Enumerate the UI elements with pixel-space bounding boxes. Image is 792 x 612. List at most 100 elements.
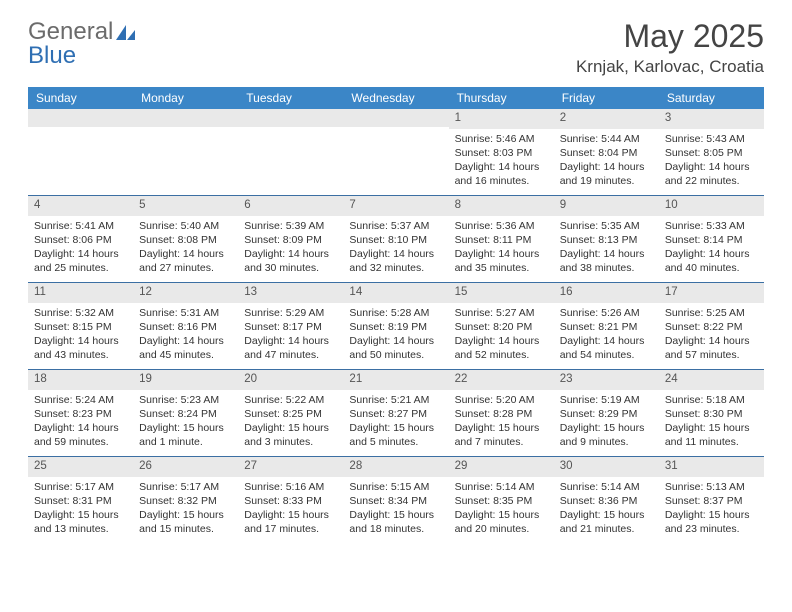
day-cell: 27 Sunrise: 5:16 AMSunset: 8:33 PMDayligh… (238, 457, 343, 543)
sunrise-text: Sunrise: 5:17 AM (139, 480, 232, 494)
day-cell (343, 109, 448, 195)
day-number (133, 109, 238, 127)
day-number: 31 (659, 457, 764, 477)
day-cell: 29Sunrise: 5:14 AMSunset: 8:35 PMDayligh… (449, 457, 554, 543)
calendar-grid: Sunday Monday Tuesday Wednesday Thursday… (28, 87, 764, 543)
sunset-text: Sunset: 8:31 PM (34, 494, 127, 508)
week-row: 18Sunrise: 5:24 AMSunset: 8:23 PMDayligh… (28, 369, 764, 456)
sunrise-text: Sunrise: 5:14 AM (560, 480, 653, 494)
day-number: 14 (343, 283, 448, 303)
day-number: 17 (659, 283, 764, 303)
day-details: Sunrise: 5:26 AMSunset: 8:21 PMDaylight:… (554, 303, 659, 369)
sunset-text: Sunset: 8:33 PM (244, 494, 337, 508)
day-details: Sunrise: 5:20 AMSunset: 8:28 PMDaylight:… (449, 390, 554, 456)
sunset-text: Sunset: 8:14 PM (665, 233, 758, 247)
day-number: 27 (238, 457, 343, 477)
sunset-text: Sunset: 8:34 PM (349, 494, 442, 508)
daylight-text: Daylight: 15 hours and 11 minutes. (665, 421, 758, 449)
brand-part2: Blue (28, 42, 137, 70)
day-details: Sunrise: 5:35 AMSunset: 8:13 PMDaylight:… (554, 216, 659, 282)
day-number: 10 (659, 196, 764, 216)
sunset-text: Sunset: 8:16 PM (139, 320, 232, 334)
day-details: Sunrise: 5:17 AMSunset: 8:31 PMDaylight:… (28, 477, 133, 543)
dow-monday: Monday (133, 87, 238, 109)
day-cell: 10Sunrise: 5:33 AMSunset: 8:14 PMDayligh… (659, 196, 764, 282)
month-title: May 2025 (576, 18, 764, 55)
day-cell: 8Sunrise: 5:36 AMSunset: 8:11 PMDaylight… (449, 196, 554, 282)
day-cell: 16Sunrise: 5:26 AMSunset: 8:21 PMDayligh… (554, 283, 659, 369)
day-details: Sunrise: 5:41 AMSunset: 8:06 PMDaylight:… (28, 216, 133, 282)
daylight-text: Daylight: 14 hours and 35 minutes. (455, 247, 548, 275)
sunset-text: Sunset: 8:29 PM (560, 407, 653, 421)
sunset-text: Sunset: 8:09 PM (244, 233, 337, 247)
day-cell: 14Sunrise: 5:28 AMSunset: 8:19 PMDayligh… (343, 283, 448, 369)
daylight-text: Daylight: 15 hours and 17 minutes. (244, 508, 337, 536)
dow-tuesday: Tuesday (238, 87, 343, 109)
sunset-text: Sunset: 8:21 PM (560, 320, 653, 334)
day-cell: 6Sunrise: 5:39 AMSunset: 8:09 PMDaylight… (238, 196, 343, 282)
week-row: 1Sunrise: 5:46 AMSunset: 8:03 PMDaylight… (28, 109, 764, 195)
title-block: May 2025 Krnjak, Karlovac, Croatia (576, 18, 764, 77)
day-number: 7 (343, 196, 448, 216)
day-number (343, 109, 448, 127)
day-details: Sunrise: 5:33 AMSunset: 8:14 PMDaylight:… (659, 216, 764, 282)
day-cell: 7Sunrise: 5:37 AMSunset: 8:10 PMDaylight… (343, 196, 448, 282)
daylight-text: Daylight: 14 hours and 30 minutes. (244, 247, 337, 275)
day-number: 19 (133, 370, 238, 390)
sunrise-text: Sunrise: 5:16 AM (244, 480, 337, 494)
sunrise-text: Sunrise: 5:27 AM (455, 306, 548, 320)
day-number: 25 (28, 457, 133, 477)
sunrise-text: Sunrise: 5:23 AM (139, 393, 232, 407)
day-details: Sunrise: 5:44 AMSunset: 8:04 PMDaylight:… (554, 129, 659, 195)
day-number: 24 (659, 370, 764, 390)
week-row: 25Sunrise: 5:17 AMSunset: 8:31 PMDayligh… (28, 456, 764, 543)
day-cell: 13Sunrise: 5:29 AMSunset: 8:17 PMDayligh… (238, 283, 343, 369)
day-number: 5 (133, 196, 238, 216)
sunset-text: Sunset: 8:24 PM (139, 407, 232, 421)
day-cell (238, 109, 343, 195)
day-number: 23 (554, 370, 659, 390)
day-details: Sunrise: 5:40 AMSunset: 8:08 PMDaylight:… (133, 216, 238, 282)
day-cell: 31Sunrise: 5:13 AMSunset: 8:37 PMDayligh… (659, 457, 764, 543)
daylight-text: Daylight: 14 hours and 43 minutes. (34, 334, 127, 362)
sunrise-text: Sunrise: 5:17 AM (34, 480, 127, 494)
sunset-text: Sunset: 8:08 PM (139, 233, 232, 247)
day-details: Sunrise: 5:19 AMSunset: 8:29 PMDaylight:… (554, 390, 659, 456)
sunrise-text: Sunrise: 5:15 AM (349, 480, 442, 494)
day-cell: 12Sunrise: 5:31 AMSunset: 8:16 PMDayligh… (133, 283, 238, 369)
daylight-text: Daylight: 15 hours and 5 minutes. (349, 421, 442, 449)
daylight-text: Daylight: 15 hours and 15 minutes. (139, 508, 232, 536)
day-number: 20 (238, 370, 343, 390)
day-cell: 5Sunrise: 5:40 AMSunset: 8:08 PMDaylight… (133, 196, 238, 282)
day-cell: 22Sunrise: 5:20 AMSunset: 8:28 PMDayligh… (449, 370, 554, 456)
day-number: 3 (659, 109, 764, 129)
day-details: Sunrise: 5:28 AMSunset: 8:19 PMDaylight:… (343, 303, 448, 369)
day-details: Sunrise: 5:39 AMSunset: 8:09 PMDaylight:… (238, 216, 343, 282)
sunset-text: Sunset: 8:03 PM (455, 146, 548, 160)
sunrise-text: Sunrise: 5:25 AM (665, 306, 758, 320)
sunrise-text: Sunrise: 5:33 AM (665, 219, 758, 233)
sunrise-text: Sunrise: 5:29 AM (244, 306, 337, 320)
sunset-text: Sunset: 8:11 PM (455, 233, 548, 247)
day-details: Sunrise: 5:31 AMSunset: 8:16 PMDaylight:… (133, 303, 238, 369)
day-cell: 30Sunrise: 5:14 AMSunset: 8:36 PMDayligh… (554, 457, 659, 543)
day-details: Sunrise: 5:18 AMSunset: 8:30 PMDaylight:… (659, 390, 764, 456)
sunset-text: Sunset: 8:37 PM (665, 494, 758, 508)
day-number: 29 (449, 457, 554, 477)
daylight-text: Daylight: 14 hours and 19 minutes. (560, 160, 653, 188)
sunrise-text: Sunrise: 5:14 AM (455, 480, 548, 494)
day-number: 12 (133, 283, 238, 303)
daylight-text: Daylight: 15 hours and 1 minute. (139, 421, 232, 449)
daylight-text: Daylight: 14 hours and 54 minutes. (560, 334, 653, 362)
sunset-text: Sunset: 8:22 PM (665, 320, 758, 334)
location-label: Krnjak, Karlovac, Croatia (576, 57, 764, 77)
day-details: Sunrise: 5:21 AMSunset: 8:27 PMDaylight:… (343, 390, 448, 456)
day-number: 4 (28, 196, 133, 216)
sunrise-text: Sunrise: 5:37 AM (349, 219, 442, 233)
daylight-text: Daylight: 15 hours and 9 minutes. (560, 421, 653, 449)
day-cell: 3Sunrise: 5:43 AMSunset: 8:05 PMDaylight… (659, 109, 764, 195)
day-cell: 4Sunrise: 5:41 AMSunset: 8:06 PMDaylight… (28, 196, 133, 282)
sunrise-text: Sunrise: 5:39 AM (244, 219, 337, 233)
day-number: 26 (133, 457, 238, 477)
day-details (343, 127, 448, 187)
